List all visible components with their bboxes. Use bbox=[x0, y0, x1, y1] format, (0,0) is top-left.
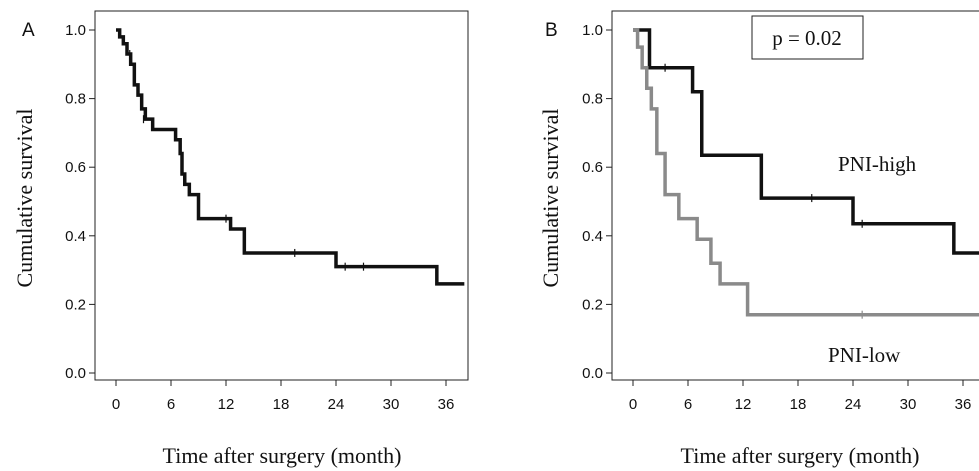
panel-a-y-axis-title: Cumulative survival bbox=[12, 108, 37, 287]
pni-low-label: PNI-low bbox=[828, 343, 901, 367]
panel-b-series bbox=[633, 28, 979, 319]
panel-b-y-axis-title: Cumulative survival bbox=[538, 108, 563, 287]
panel-a-x-ticks: 0 6 12 18 24 30 36 bbox=[112, 380, 455, 413]
x-tick-label: 36 bbox=[438, 396, 455, 413]
y-tick-label: 0.6 bbox=[582, 159, 603, 176]
x-tick-label: 24 bbox=[328, 396, 345, 413]
y-tick-label: 0.6 bbox=[65, 159, 86, 176]
panel-b-x-ticks: 0 6 12 18 24 30 36 bbox=[629, 380, 972, 413]
x-tick-label: 0 bbox=[629, 396, 637, 413]
panel-b: B 0.0 0.2 0.4 0.6 0.8 1.0 0 6 12 18 24 30 36 p = 0.… bbox=[538, 10, 979, 468]
pni-low-curve bbox=[633, 28, 979, 317]
y-tick-label: 0.2 bbox=[65, 296, 86, 313]
x-tick-label: 24 bbox=[845, 396, 862, 413]
panel-a-label: A bbox=[22, 20, 35, 41]
y-tick-label: 0.0 bbox=[582, 365, 603, 382]
p-value-text: p = 0.02 bbox=[772, 26, 842, 50]
panel-b-x-axis-title: Time after surgery (month) bbox=[681, 443, 920, 468]
x-tick-label: 30 bbox=[383, 396, 400, 413]
panel-a-x-axis-title: Time after surgery (month) bbox=[163, 443, 402, 468]
x-tick-label: 30 bbox=[900, 396, 917, 413]
x-tick-label: 0 bbox=[112, 396, 120, 413]
x-tick-label: 18 bbox=[273, 396, 290, 413]
x-tick-label: 12 bbox=[735, 396, 752, 413]
x-tick-label: 6 bbox=[167, 396, 175, 413]
x-tick-label: 12 bbox=[218, 396, 235, 413]
y-tick-label: 0.4 bbox=[582, 228, 603, 245]
x-tick-label: 18 bbox=[790, 396, 807, 413]
pni-high-label: PNI-high bbox=[838, 152, 917, 176]
panel-a-plot-frame bbox=[94, 10, 469, 381]
y-tick-label: 0.4 bbox=[65, 228, 86, 245]
pni-high-curve bbox=[633, 28, 979, 255]
panel-b-label: B bbox=[545, 20, 558, 41]
survival-curve bbox=[116, 28, 465, 286]
y-tick-label: 0.2 bbox=[582, 296, 603, 313]
panel-a-y-ticks: 0.0 0.2 0.4 0.6 0.8 1.0 bbox=[65, 22, 95, 382]
panel-a-series bbox=[116, 28, 465, 286]
panel-b-plot-frame bbox=[611, 10, 979, 381]
panel-b-y-ticks: 0.0 0.2 0.4 0.6 0.8 1.0 bbox=[582, 22, 612, 382]
x-tick-label: 36 bbox=[955, 396, 972, 413]
y-tick-label: 1.0 bbox=[582, 22, 603, 39]
x-tick-label: 6 bbox=[684, 396, 692, 413]
p-value-box bbox=[751, 15, 864, 60]
y-tick-label: 1.0 bbox=[65, 22, 86, 39]
y-tick-label: 0.8 bbox=[582, 91, 603, 108]
panel-a: A 0.0 0.2 0.4 0.6 0.8 1.0 0 6 12 18 24 30 36 Time a… bbox=[12, 10, 469, 468]
y-tick-label: 0.0 bbox=[65, 365, 86, 382]
y-tick-label: 0.8 bbox=[65, 91, 86, 108]
